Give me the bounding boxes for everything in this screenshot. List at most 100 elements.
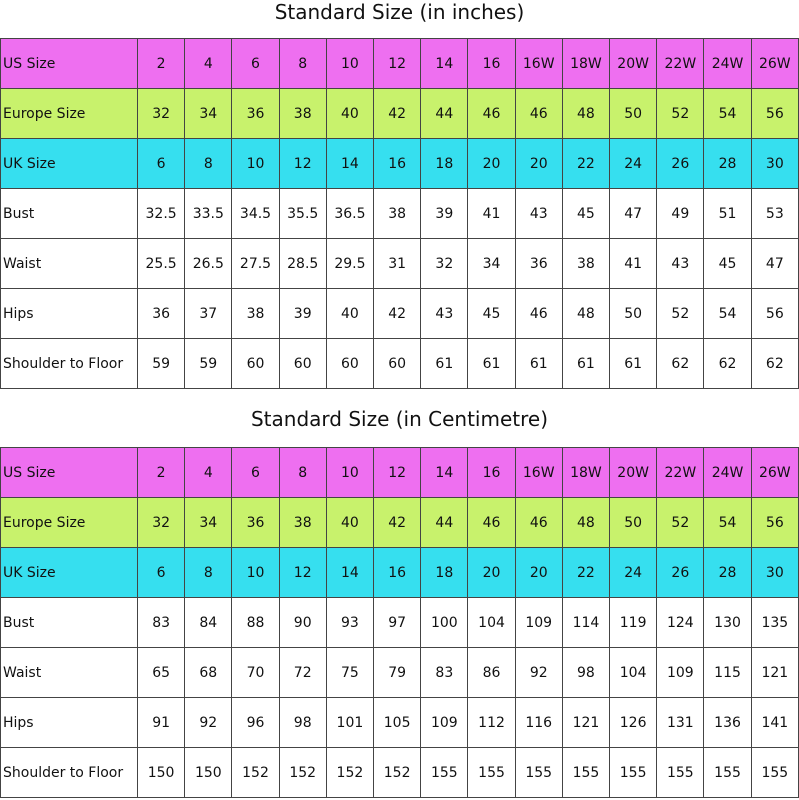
cell: 83 xyxy=(136,597,186,648)
cell: 46 xyxy=(514,497,563,548)
row-label: US Size xyxy=(0,447,138,498)
cell: 32 xyxy=(136,88,186,139)
cell: 36 xyxy=(231,497,280,548)
cell: 40 xyxy=(325,497,375,548)
cell: 34 xyxy=(467,238,516,289)
cell: 112 xyxy=(467,697,516,748)
table-row: UK Size 6 8 10 12 14 16 18 20 20 22 24 26 28 30 xyxy=(0,547,799,598)
cell: 48 xyxy=(561,497,611,548)
cell: 150 xyxy=(184,747,233,798)
cell: 24W xyxy=(703,38,752,89)
cell: 96 xyxy=(231,697,280,748)
cell: 49 xyxy=(656,188,705,239)
cell: 41 xyxy=(467,188,516,239)
cell: 4 xyxy=(184,447,233,498)
table-title: Standard Size (in Centimetre) xyxy=(250,407,548,431)
cell: 104 xyxy=(467,597,516,648)
cell: 32 xyxy=(420,238,469,289)
cell: 62 xyxy=(703,338,752,389)
cell: 92 xyxy=(514,647,563,698)
cell: 12 xyxy=(278,138,327,189)
cell: 27.5 xyxy=(231,238,280,289)
cell: 4 xyxy=(184,38,233,89)
table-row: Europe Size 32 34 36 38 40 42 44 46 46 48 50 52 54 56 xyxy=(0,88,799,139)
cell: 16 xyxy=(467,38,516,89)
cell: 121 xyxy=(561,697,611,748)
cell: 26 xyxy=(656,547,705,598)
cell: 40 xyxy=(325,88,375,139)
cell: 46 xyxy=(467,497,516,548)
cell: 8 xyxy=(278,38,327,89)
cell: 28 xyxy=(703,547,752,598)
cell: 126 xyxy=(609,697,658,748)
cell: 43 xyxy=(656,238,705,289)
cell: 22 xyxy=(561,138,611,189)
cell: 16W xyxy=(514,38,563,89)
cell: 90 xyxy=(278,597,327,648)
cell: 45 xyxy=(467,288,516,339)
cell: 136 xyxy=(703,697,752,748)
cell: 60 xyxy=(325,338,375,389)
cell: 12 xyxy=(373,38,422,89)
cell: 100 xyxy=(420,597,469,648)
cell: 34.5 xyxy=(231,188,280,239)
cell: 104 xyxy=(609,647,658,698)
cell: 150 xyxy=(136,747,186,798)
cell: 46 xyxy=(467,88,516,139)
cell: 18W xyxy=(561,38,611,89)
cell: 14 xyxy=(325,138,375,189)
cell: 47 xyxy=(609,188,658,239)
cell: 83 xyxy=(420,647,469,698)
cell: 6 xyxy=(231,38,280,89)
cell: 6 xyxy=(136,547,186,598)
cell: 35.5 xyxy=(278,188,327,239)
table-row: Shoulder to Floor 59 59 60 60 60 60 61 61 61 61 61 6… xyxy=(0,338,799,389)
row-label: Hips xyxy=(0,288,138,339)
cell: 54 xyxy=(703,288,752,339)
cell: 30 xyxy=(750,138,799,189)
cell: 155 xyxy=(703,747,752,798)
cell: 155 xyxy=(420,747,469,798)
cell: 44 xyxy=(420,88,469,139)
cell: 26.5 xyxy=(184,238,233,289)
cell: 109 xyxy=(656,647,705,698)
cell: 38 xyxy=(278,88,327,139)
cell: 42 xyxy=(373,88,422,139)
cell: 98 xyxy=(278,697,327,748)
cell: 152 xyxy=(231,747,280,798)
cell: 60 xyxy=(373,338,422,389)
cell: 155 xyxy=(561,747,611,798)
cell: 47 xyxy=(750,238,799,289)
cell: 155 xyxy=(514,747,563,798)
cell: 18 xyxy=(420,138,469,189)
cell: 61 xyxy=(609,338,658,389)
cell: 39 xyxy=(278,288,327,339)
cell: 155 xyxy=(609,747,658,798)
cell: 31 xyxy=(373,238,422,289)
table-row: Hips 36 37 38 39 40 42 43 45 46 48 50 52 54 56 xyxy=(0,288,799,339)
cell: 38 xyxy=(561,238,611,289)
cell: 20W xyxy=(609,38,658,89)
cell: 45 xyxy=(703,238,752,289)
cell: 114 xyxy=(561,597,611,648)
cell: 44 xyxy=(420,497,469,548)
size-table: US Size 2 4 6 8 10 12 14 16 16W 18W 20W 22W 24W 26W Eur… xyxy=(0,38,799,389)
cell: 75 xyxy=(325,647,375,698)
cell: 98 xyxy=(561,647,611,698)
cell: 62 xyxy=(656,338,705,389)
cell: 155 xyxy=(750,747,799,798)
cell: 50 xyxy=(609,497,658,548)
cell: 46 xyxy=(514,288,563,339)
cell: 121 xyxy=(750,647,799,698)
cell: 42 xyxy=(373,288,422,339)
cell: 10 xyxy=(325,447,375,498)
cell: 28.5 xyxy=(278,238,327,289)
cell: 36.5 xyxy=(325,188,375,239)
cell: 88 xyxy=(231,597,280,648)
cell: 42 xyxy=(373,497,422,548)
cell: 48 xyxy=(561,288,611,339)
cell: 34 xyxy=(184,88,233,139)
cell: 10 xyxy=(231,547,280,598)
row-label: Shoulder to Floor xyxy=(0,747,138,798)
table-row: Europe Size 32 34 36 38 40 42 44 46 46 48 50 52 54 56 xyxy=(0,497,799,548)
